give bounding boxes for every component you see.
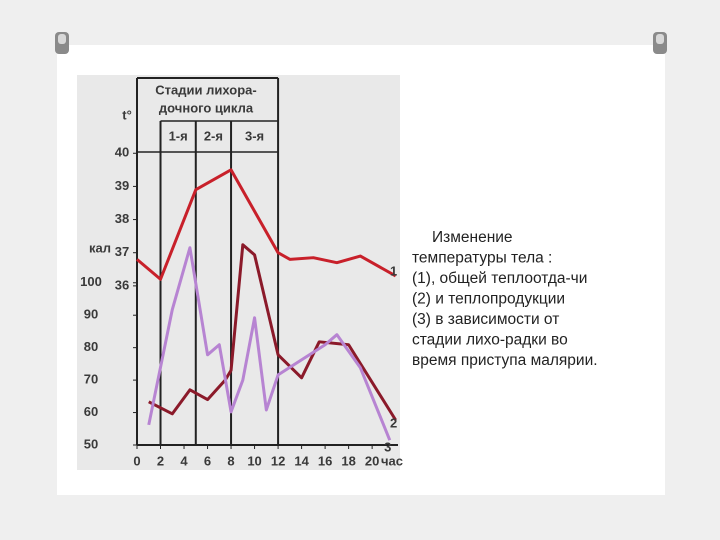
y2-tick-label: 80 <box>84 339 98 354</box>
y2-tick-label: 100 <box>80 274 102 289</box>
x-tick-label: 4 <box>180 453 188 468</box>
x-tick-label: 20 <box>365 453 379 468</box>
x-tick-label: 14 <box>294 453 309 468</box>
series-line <box>147 246 392 441</box>
caption-line: (3) в зависимости от <box>412 311 559 328</box>
stage-title: Стадии лихора- <box>155 82 256 97</box>
x-tick-label: 2 <box>157 453 164 468</box>
pin <box>55 32 69 54</box>
y2-tick-label: 70 <box>84 372 98 387</box>
caption-line: стадии лихо-радки во <box>412 332 568 349</box>
series-label: 1 <box>390 263 397 278</box>
x-tick-label: 18 <box>341 453 355 468</box>
y2-tick-label: 90 <box>84 307 98 322</box>
y2-axis-label: кал <box>89 240 111 255</box>
y-tick-label: 37 <box>115 244 129 259</box>
y2-tick-label: 60 <box>84 404 98 419</box>
x-tick-label: 6 <box>204 453 211 468</box>
caption-line: время приступа малярии. <box>412 352 598 369</box>
pin <box>653 32 667 54</box>
series-label: 2 <box>390 415 397 430</box>
y-axis-label: t° <box>122 107 132 122</box>
x-tick-label: 10 <box>247 453 261 468</box>
y-tick-label: 40 <box>115 145 129 160</box>
y-tick-label: 38 <box>115 211 129 226</box>
stage-title: дочного цикла <box>159 100 254 115</box>
chart-image <box>77 75 400 470</box>
x-tick-label: 12 <box>271 453 285 468</box>
y-tick-label: 39 <box>115 178 129 193</box>
series-line <box>148 243 397 421</box>
y-tick-label: 36 <box>115 277 129 292</box>
x-tick-label: 0 <box>133 453 140 468</box>
stage-label: 1-я <box>169 128 188 143</box>
caption-line: Изменение <box>432 229 513 246</box>
stage-label: 3-я <box>245 128 264 143</box>
caption-line: (2) и теплопродукции <box>412 291 565 308</box>
caption-line: (1), общей теплоотда-чи <box>412 270 587 287</box>
y2-tick-label: 50 <box>84 436 98 451</box>
stage-label: 2-я <box>204 128 223 143</box>
x-tick-label: 16 <box>318 453 332 468</box>
x-axis-label: час <box>381 453 403 468</box>
caption-line: температуры тела : <box>412 250 552 267</box>
series-line <box>136 168 397 281</box>
series-label: 3 <box>384 440 391 455</box>
x-tick-label: 8 <box>227 453 234 468</box>
